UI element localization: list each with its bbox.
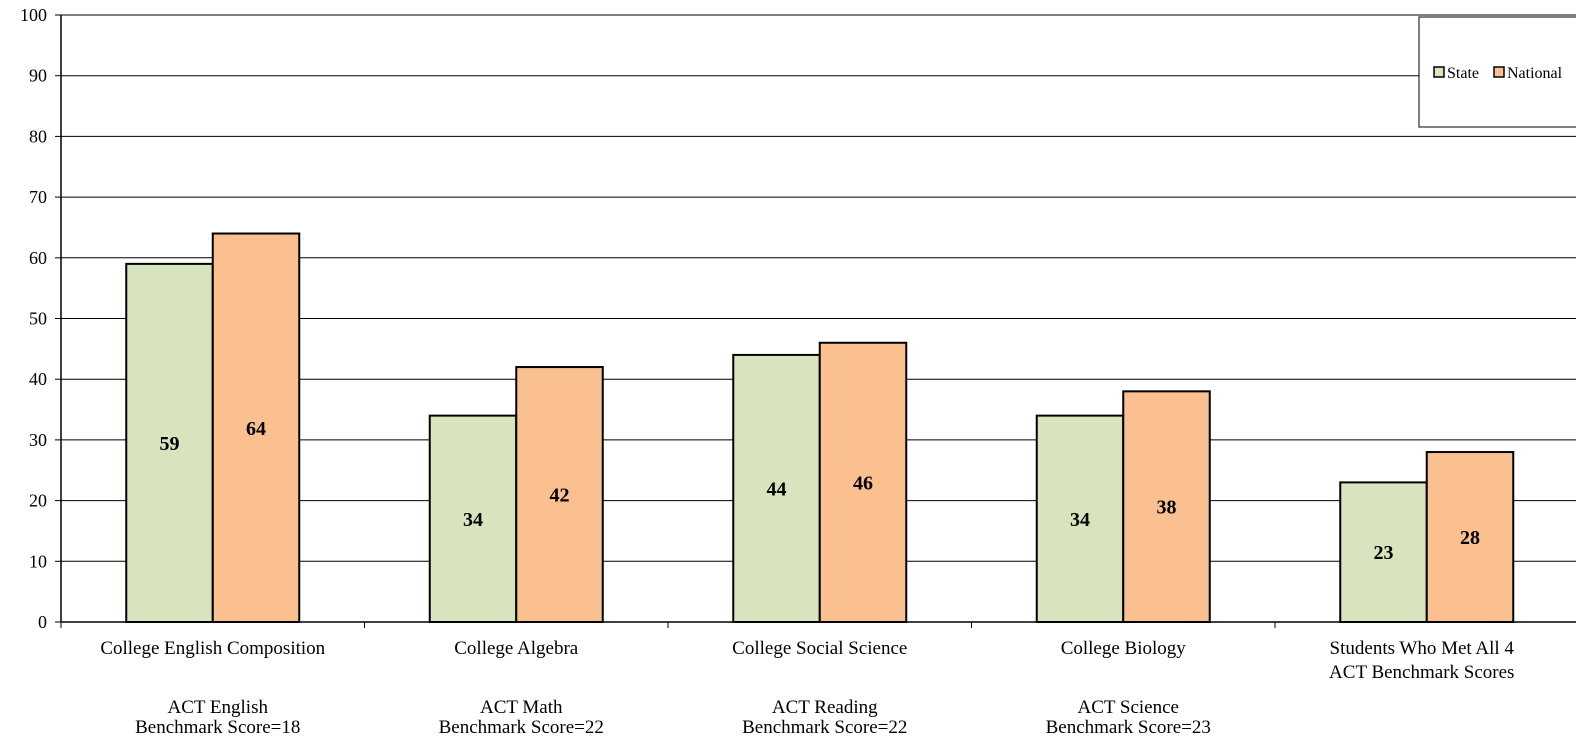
data-label-state-2: 44 xyxy=(767,478,787,500)
bar-national-3 xyxy=(1122,390,1211,623)
bar-state-4 xyxy=(1339,481,1428,624)
benchmark-label: ACT English xyxy=(168,697,269,718)
y-tick-label: 10 xyxy=(29,551,47,571)
category-label: College Algebra xyxy=(454,638,579,659)
bar-national-1 xyxy=(515,366,604,623)
bar-state-1 xyxy=(428,414,518,623)
data-label-national-1: 42 xyxy=(550,485,570,507)
legend-label-national: National xyxy=(1507,65,1563,82)
y-tick-label: 0 xyxy=(38,612,47,632)
data-label-national-3: 38 xyxy=(1157,497,1177,519)
benchmark-label: Benchmark Score=22 xyxy=(742,717,907,738)
legend-swatch-state xyxy=(1433,66,1445,78)
bar-national-0 xyxy=(211,232,301,624)
bar-national-4 xyxy=(1425,451,1515,624)
y-tick-label: 20 xyxy=(29,491,47,511)
benchmark-label: Benchmark Score=22 xyxy=(439,717,604,738)
data-label-national-0: 64 xyxy=(246,418,266,440)
legend: State National xyxy=(1418,16,1576,128)
category-label: College Biology xyxy=(1061,638,1187,659)
y-tick-label: 100 xyxy=(20,5,47,25)
y-tick-label: 70 xyxy=(29,187,47,207)
data-label-state-4: 23 xyxy=(1374,542,1394,564)
y-tick-label: 60 xyxy=(29,248,47,268)
benchmark-label: ACT Science xyxy=(1078,697,1180,718)
data-label-national-4: 28 xyxy=(1460,527,1480,549)
bar-national-2 xyxy=(818,341,908,623)
y-tick-label: 50 xyxy=(29,309,47,329)
benchmark-label: Benchmark Score=18 xyxy=(135,717,300,738)
data-label-state-1: 34 xyxy=(463,509,483,531)
data-label-state-3: 34 xyxy=(1070,509,1090,531)
category-label: College Social Science xyxy=(732,638,907,659)
y-tick-label: 90 xyxy=(29,66,47,86)
y-tick-label: 30 xyxy=(29,430,47,450)
benchmark-label: Benchmark Score=23 xyxy=(1046,717,1211,738)
y-tick-label: 40 xyxy=(29,369,47,389)
y-tick-label: 80 xyxy=(29,126,47,146)
bar-state-3 xyxy=(1035,414,1125,623)
bars: 59 34 44 34 23 64 42 46 38 28 xyxy=(125,232,1515,624)
legend-swatch-national xyxy=(1493,66,1505,78)
legend-label-state: State xyxy=(1447,65,1479,82)
category-label-line2: ACT Benchmark Scores xyxy=(1329,662,1514,683)
data-label-state-0: 59 xyxy=(160,433,180,455)
y-axis-ticks: 0 10 20 30 40 50 60 70 80 90 100 xyxy=(20,5,61,632)
category-label: College English Composition xyxy=(100,638,325,659)
benchmark-label: ACT Reading xyxy=(772,697,878,718)
benchmark-label: ACT Math xyxy=(480,697,563,718)
data-label-national-2: 46 xyxy=(853,472,873,494)
category-label: Students Who Met All 4 xyxy=(1330,638,1515,659)
gridlines xyxy=(61,14,1576,562)
